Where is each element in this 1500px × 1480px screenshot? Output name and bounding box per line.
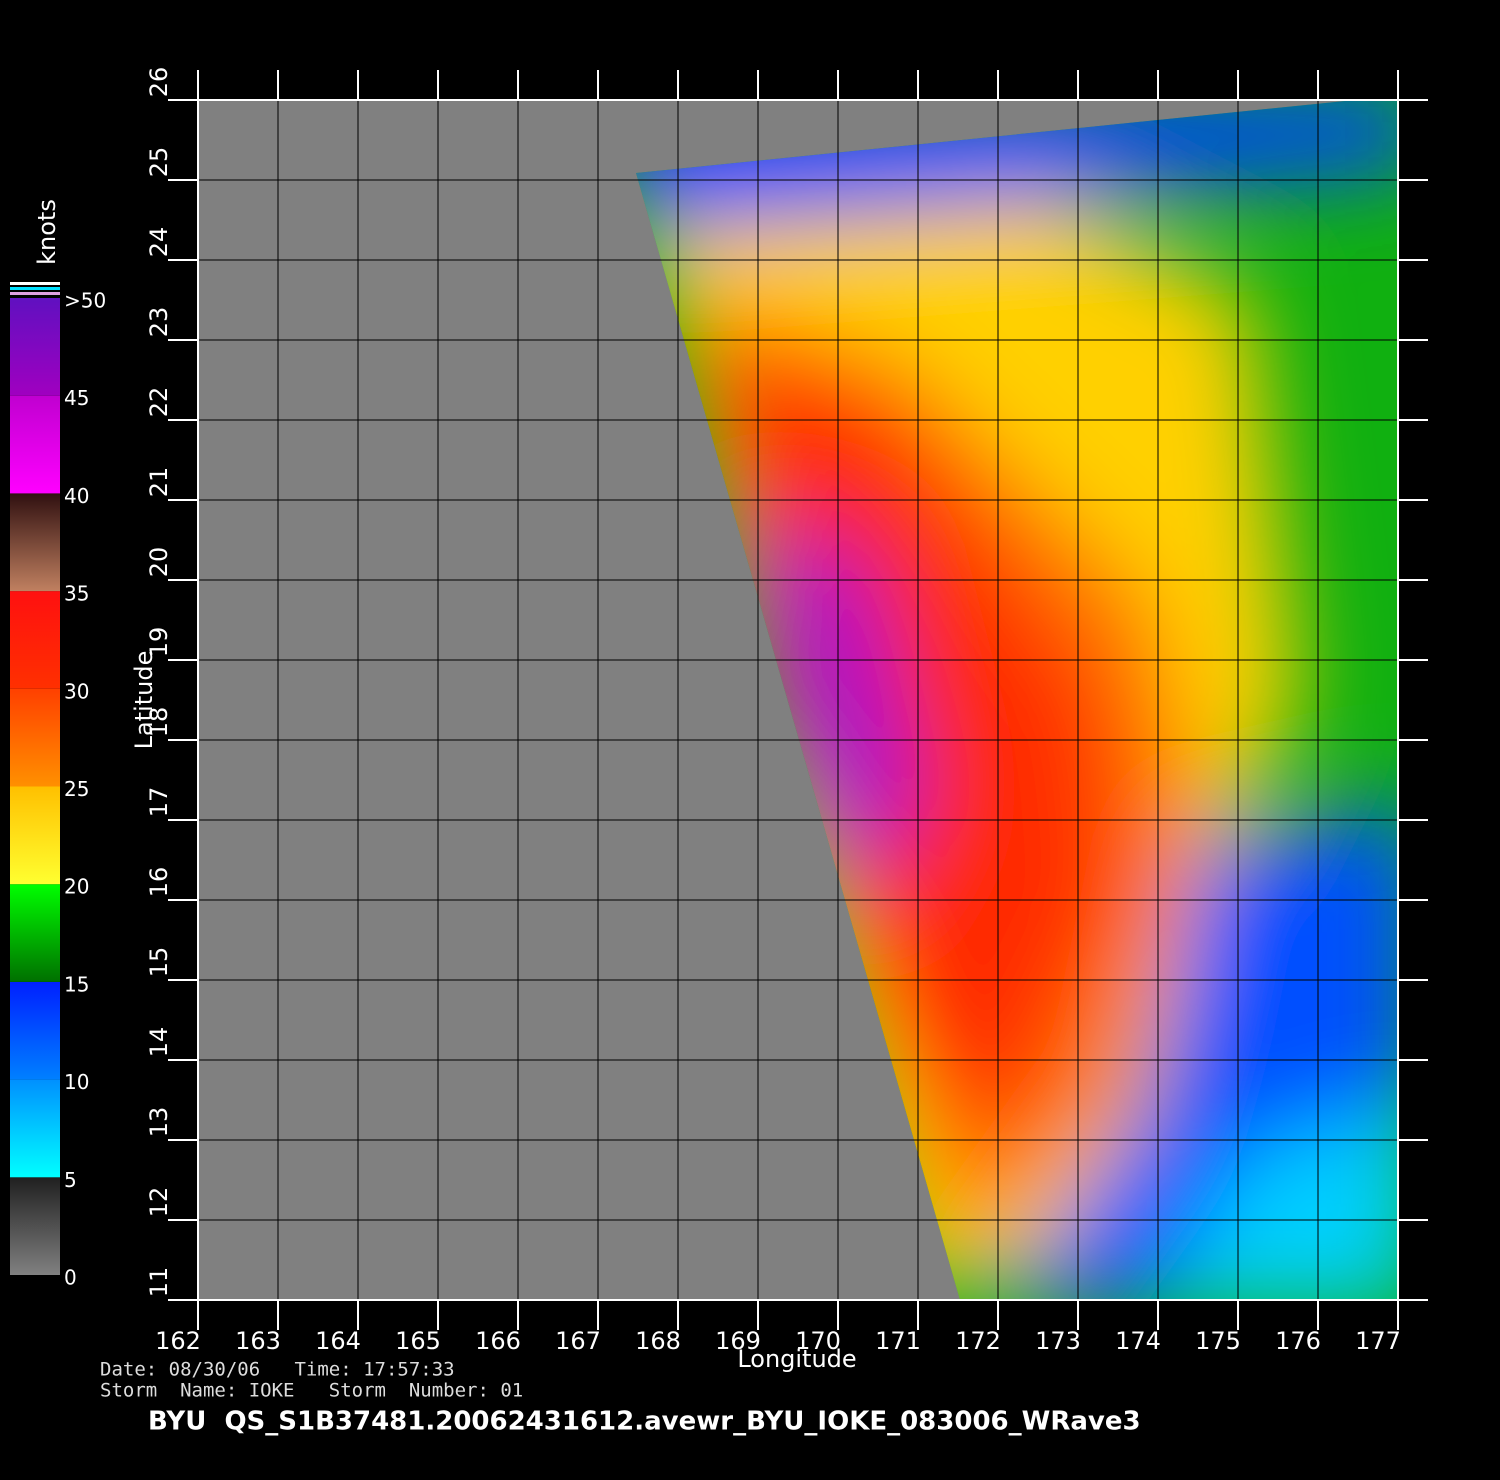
x-tick-label: 170 [795, 1327, 841, 1355]
y-tick-label: 15 [145, 947, 173, 978]
y-tick-label: 23 [145, 307, 173, 338]
colorbar-label: 5 [64, 1168, 77, 1192]
x-tick-label: 166 [475, 1327, 521, 1355]
storm-line: Storm Name: IOKE Storm Number: 01 [100, 1380, 523, 1402]
x-tick-label: 172 [955, 1327, 1001, 1355]
y-tick-label: 12 [145, 1187, 173, 1218]
x-tick-label: 164 [315, 1327, 361, 1355]
colorbar-segment [10, 1177, 60, 1275]
colorbar-cap [10, 287, 60, 290]
colorbar-cap [10, 292, 60, 295]
colorbar-label: 25 [64, 777, 89, 801]
colorbar-title: knots [33, 199, 61, 265]
colorbar-label: 35 [64, 582, 89, 606]
colorbar-label: 15 [64, 972, 89, 996]
colorbar-segment [10, 493, 60, 592]
colorbar-segment [10, 395, 60, 494]
x-tick-label: 165 [395, 1327, 441, 1355]
x-tick-label: 173 [1035, 1327, 1081, 1355]
colorbar-segment [10, 1079, 60, 1178]
y-tick-label: 24 [145, 227, 173, 258]
y-tick-label: 21 [145, 467, 173, 498]
y-tick-label: 25 [145, 147, 173, 178]
wind-swath [636, 100, 1398, 1300]
colorbar-label: 30 [64, 679, 89, 703]
colorbar-segment [10, 981, 60, 1080]
colorbar-label: 10 [64, 1070, 89, 1094]
date-line: Date: 08/30/06 Time: 17:57:33 [100, 1359, 455, 1381]
y-tick-label: 16 [145, 867, 173, 898]
y-tick-label: 17 [145, 787, 173, 818]
colorbar-label: 45 [64, 386, 89, 410]
axes: 162 163 164 165 166 167 168 169 170 171 172 173 174 1… [145, 67, 1428, 1355]
colorbar-segment [10, 591, 60, 689]
plot-frame [197, 99, 1399, 1301]
x-tick-label: 168 [635, 1327, 681, 1355]
colorbar-label: 0 [64, 1266, 77, 1290]
y-tick-label: 11 [145, 1267, 173, 1298]
x-tick-label: 171 [875, 1327, 921, 1355]
x-tick-label: 176 [1275, 1327, 1321, 1355]
file-name: BYU QS_S1B37481.20062431612.avewr_BYU_IO… [148, 1407, 1141, 1437]
colorbar-segment [10, 884, 60, 982]
colorbar-label: >50 [64, 289, 106, 313]
x-tick-label: 175 [1195, 1327, 1241, 1355]
colorbar-label: 40 [64, 484, 89, 508]
y-tick-label: 14 [145, 1027, 173, 1058]
colorbar-label: 20 [64, 875, 89, 899]
y-tick-label: 22 [145, 387, 173, 418]
x-tick-label: 162 [155, 1327, 201, 1355]
x-tick-label: 163 [235, 1327, 281, 1355]
x-tick-label: 169 [715, 1327, 761, 1355]
y-tick-label: 26 [145, 67, 173, 98]
y-tick-label: 19 [145, 627, 173, 658]
colorbar: knots 0 5 10 15 20 25 30 35 40 45 >50 [10, 199, 106, 1290]
x-tick-label: 167 [555, 1327, 601, 1355]
colorbar-cap [10, 282, 60, 285]
x-tick-label: 177 [1355, 1327, 1401, 1355]
colorbar-segment [10, 298, 60, 396]
x-tick-label: 174 [1115, 1327, 1161, 1355]
y-tick-label: 18 [145, 707, 173, 738]
y-tick-label: 13 [145, 1107, 173, 1138]
x-axis-label: Longitude [737, 1345, 856, 1373]
y-axis-label: Latitude [130, 651, 158, 750]
y-tick-label: 20 [145, 547, 173, 578]
colorbar-segment [10, 786, 60, 885]
colorbar-segment [10, 688, 60, 787]
